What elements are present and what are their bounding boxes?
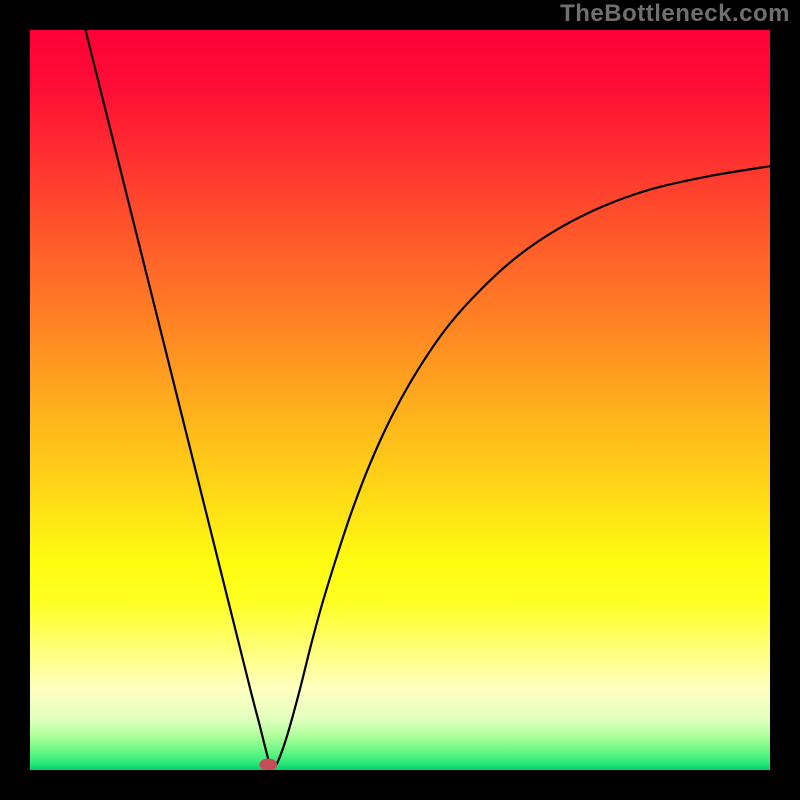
chart-frame: TheBottleneck.com: [0, 0, 800, 800]
chart-svg: [30, 30, 770, 770]
plot-area: [30, 30, 770, 770]
minimum-marker: [259, 758, 277, 770]
watermark-text: TheBottleneck.com: [560, 0, 790, 28]
